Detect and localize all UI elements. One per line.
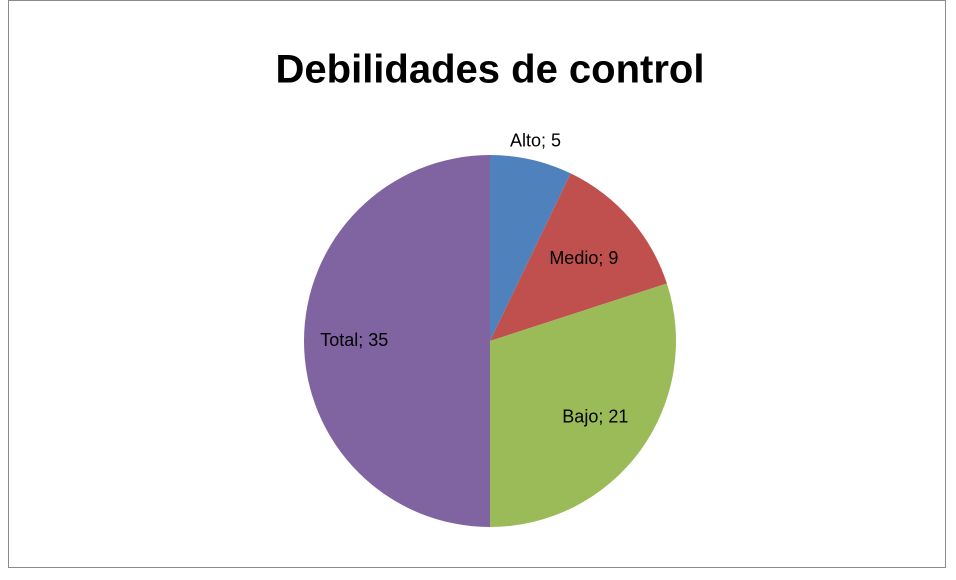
pie-slice (490, 173, 667, 341)
data-label: Total; 35 (320, 330, 388, 350)
data-label: Bajo; 21 (562, 406, 628, 426)
data-label: Medio; 9 (549, 248, 618, 268)
data-label: Alto; 5 (510, 130, 561, 150)
pie-slice (490, 283, 676, 527)
pie-slice (304, 155, 490, 527)
chart-title: Debilidades de control (276, 48, 705, 92)
pie-slice (490, 155, 571, 341)
